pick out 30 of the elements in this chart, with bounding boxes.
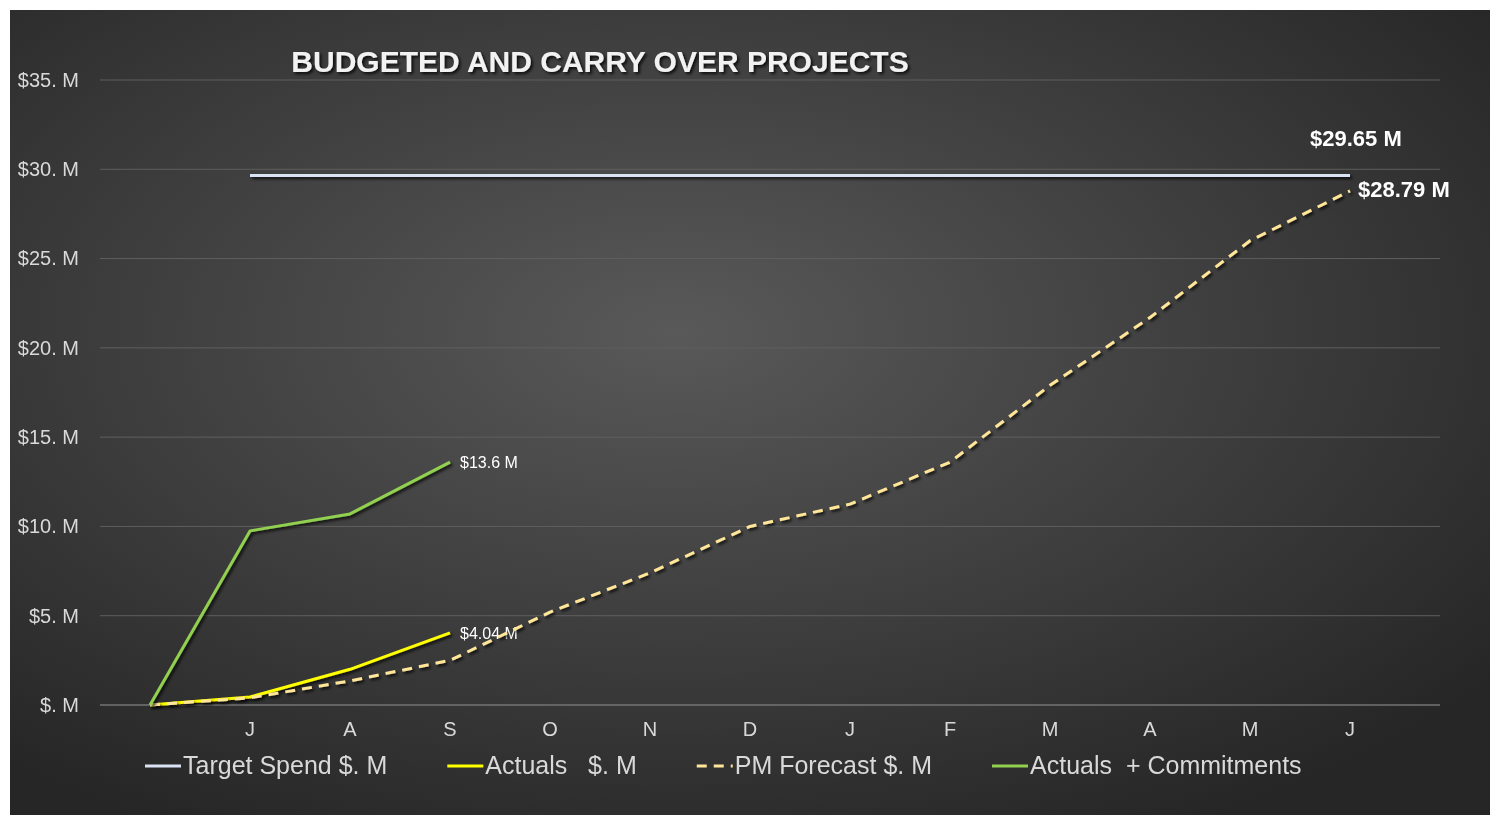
x-tick-label: S [443, 718, 457, 740]
data-label: $28.79 M [1358, 176, 1450, 202]
x-tick-label: F [943, 718, 957, 740]
x-tick-label: M [1241, 718, 1259, 740]
legend-label: Actuals $. M [485, 751, 637, 779]
chart-title: BUDGETED AND CARRY OVER PROJECTS [291, 45, 909, 78]
x-tick-label: J [845, 718, 855, 740]
data-label: $29.65 M [1310, 125, 1402, 151]
y-tick-label: $25. M [17, 247, 79, 270]
legend-label: Target Spend $. M [183, 751, 388, 779]
y-tick-label: $20. M [17, 336, 79, 359]
x-tick-label: J [245, 718, 255, 740]
data-label: $13.6 M [460, 454, 518, 472]
x-tick-label: N [642, 718, 658, 740]
y-tick-label: $15. M [17, 426, 79, 449]
x-tick-label: J [1345, 718, 1355, 740]
x-tick-label: A [1143, 718, 1158, 740]
line-series [148, 460, 452, 707]
legend-label: Actuals + Commitments [1030, 751, 1302, 779]
x-tick-label: O [542, 718, 558, 740]
y-tick-label: $5. M [28, 604, 79, 627]
line-series [148, 189, 1352, 707]
y-tick-label: $. M [40, 693, 79, 716]
x-tick-label: M [1041, 718, 1059, 740]
legend-label: PM Forecast $. M [734, 751, 933, 779]
x-tick-label: A [343, 718, 358, 740]
x-tick-label: D [742, 718, 758, 740]
y-tick-label: $35. M [17, 68, 79, 91]
y-tick-label: $10. M [17, 515, 79, 538]
y-tick-label: $30. M [17, 158, 79, 181]
